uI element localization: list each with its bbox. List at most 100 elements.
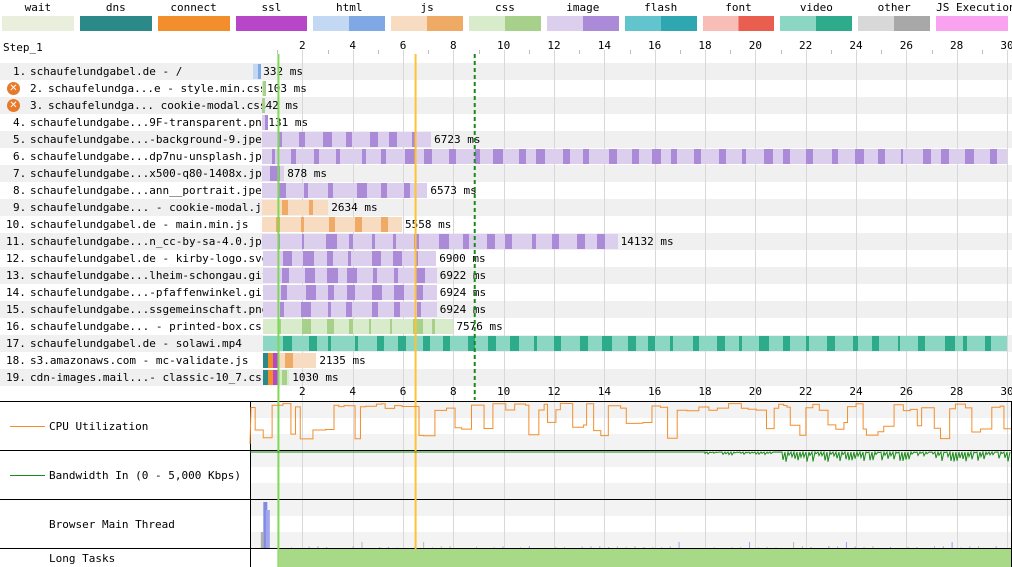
main-thread-tick [291, 547, 293, 548]
row-background [0, 284, 1012, 301]
request-row-label[interactable]: 4. schaufelundgabe...9F-transparent.png [0, 114, 268, 131]
main-thread-tick [828, 546, 830, 548]
download-chunk [486, 234, 496, 249]
legend-label: image [566, 1, 600, 14]
bandwidth-line [250, 450, 1011, 462]
axis-tick-label: 6 [399, 385, 407, 398]
main-thread-tick [643, 547, 645, 548]
main-thread-tick [801, 546, 803, 548]
cpu-label: CPU Utilization [49, 420, 149, 433]
request-row-label[interactable]: 17. schaufelundgabel.de - solawi.mp4 [0, 335, 250, 352]
request-number: 4. [13, 116, 27, 129]
phase-ssl [272, 353, 278, 368]
request-url: schaufelundgabel.de - main.min.js [30, 218, 249, 231]
row-background [0, 250, 1012, 267]
request-row-label[interactable]: 18. s3.amazonaws.com - mc-validate.js [0, 352, 250, 369]
request-row-label[interactable]: 5. schaufelundgabe...-background-9.jpeg [0, 131, 268, 148]
main-thread-tick [740, 546, 742, 548]
request-duration: 1030 ms [292, 371, 339, 384]
download-chunk [328, 183, 334, 198]
request-row-label[interactable]: 10. schaufelundgabel.de - main.min.js [0, 216, 250, 233]
main-thread-tick [608, 547, 610, 548]
request-row-label[interactable]: 11. schaufelundgabe...n_cc-by-sa-4.0.jpg [0, 233, 268, 250]
request-url: schaufelundgabe...x500-q80-1408x.jpg [30, 167, 269, 180]
download-chunk [393, 268, 399, 283]
download-chunk [416, 285, 423, 300]
legend-label: html [336, 1, 363, 14]
download-chunk [329, 217, 335, 232]
download-chunk [376, 336, 385, 351]
download-chunk [422, 336, 430, 351]
request-row-label[interactable]: ✕ 3. schaufelundga... cookie-modal.css [0, 97, 267, 114]
request-url: s3.amazonaws.com - mc-validate.js [30, 354, 249, 367]
download-chunk [989, 149, 997, 164]
axis-tick-label: 20 [748, 385, 762, 398]
main-thread-tick [352, 546, 354, 548]
row-background [0, 80, 1012, 97]
row-background [0, 182, 1012, 199]
request-row-label[interactable]: 16. schaufelundgabe... - printed-box.css [0, 318, 268, 335]
main-thread-tick [581, 546, 583, 548]
long-tasks-label: Long Tasks [49, 552, 116, 565]
download-chunk [264, 115, 268, 130]
download-chunk [413, 319, 424, 334]
request-duration: 2634 ms [331, 201, 378, 214]
main-thread-tick [995, 546, 997, 548]
download-chunk [262, 81, 266, 96]
panel-stripe [250, 402, 1012, 418]
request-row-label[interactable]: 6. schaufelundgabe...dp7nu-unsplash.jpg [0, 148, 268, 165]
minor-tick [428, 50, 429, 54]
request-bar[interactable] [253, 64, 261, 79]
download-chunk [900, 149, 903, 164]
phase-dns [263, 370, 269, 385]
request-bar[interactable] [262, 115, 266, 130]
download-chunk [783, 149, 791, 164]
row-background [0, 318, 1012, 335]
axis-tick-label: 14 [597, 39, 611, 52]
row-background [0, 165, 1012, 182]
legend-label: ssl [261, 1, 282, 14]
gridline [504, 50, 505, 567]
main-thread-tick [766, 546, 768, 548]
request-row-label[interactable]: 1. schaufelundgabel.de - / [0, 63, 250, 80]
request-number: 3. [30, 99, 44, 112]
download-chunk [693, 336, 699, 351]
request-number: 18. [6, 354, 26, 367]
request-row-label[interactable]: 14. schaufelundgabe...-pfaffenwinkel.gif [0, 284, 268, 301]
download-chunk [878, 149, 885, 164]
gridline [906, 50, 907, 567]
download-chunk [313, 149, 319, 164]
request-row-label[interactable]: 19. cdn-images.mail...- classic-10_7.css [0, 369, 268, 386]
download-chunk [608, 149, 618, 164]
download-chunk [563, 149, 570, 164]
request-row-label[interactable]: 15. schaufelundgabe...ssgemeinschaft.png [0, 301, 268, 318]
legend-item-font: font [702, 0, 775, 32]
request-row-label[interactable]: 8. schaufelundgabe...ann__portrait.jpeg [0, 182, 268, 199]
request-row-label[interactable]: 9. schaufelundgabe... - cookie-modal.js [0, 199, 268, 216]
minor-tick [529, 50, 530, 54]
download-chunk [398, 336, 406, 351]
axis-tick-label: 18 [698, 39, 712, 52]
request-url: schaufelundgabe...9F-transparent.png [30, 116, 269, 129]
request-duration: 6723 ms [434, 133, 481, 146]
main-thread-tick [520, 547, 522, 548]
download-chunk [474, 149, 480, 164]
request-number: 12. [6, 252, 26, 265]
download-chunk [923, 149, 932, 164]
download-chunk [652, 149, 661, 164]
request-row-label[interactable]: 7. schaufelundgabe...x500-q80-1408x.jpg [0, 165, 268, 182]
legend-label: other [877, 1, 911, 14]
download-chunk [510, 336, 519, 351]
download-chunk [335, 149, 341, 164]
request-row-label[interactable]: 12. schaufelundgabel.de - kirby-logo.svg [0, 250, 268, 267]
gridline [554, 50, 555, 567]
request-number: 9. [13, 201, 27, 214]
request-row-label[interactable]: 13. schaufelundgabe...lheim-schongau.gif [0, 267, 268, 284]
request-row-label[interactable]: ✕ 2. schaufelundga...e - style.min.css [0, 80, 267, 97]
download-chunk [602, 336, 613, 351]
main-thread-tick [326, 547, 328, 548]
legend-item-js: js [391, 0, 464, 32]
main-thread-tick [387, 546, 389, 548]
request-duration: 7576 ms [456, 320, 503, 333]
request-number: 15. [6, 303, 26, 316]
